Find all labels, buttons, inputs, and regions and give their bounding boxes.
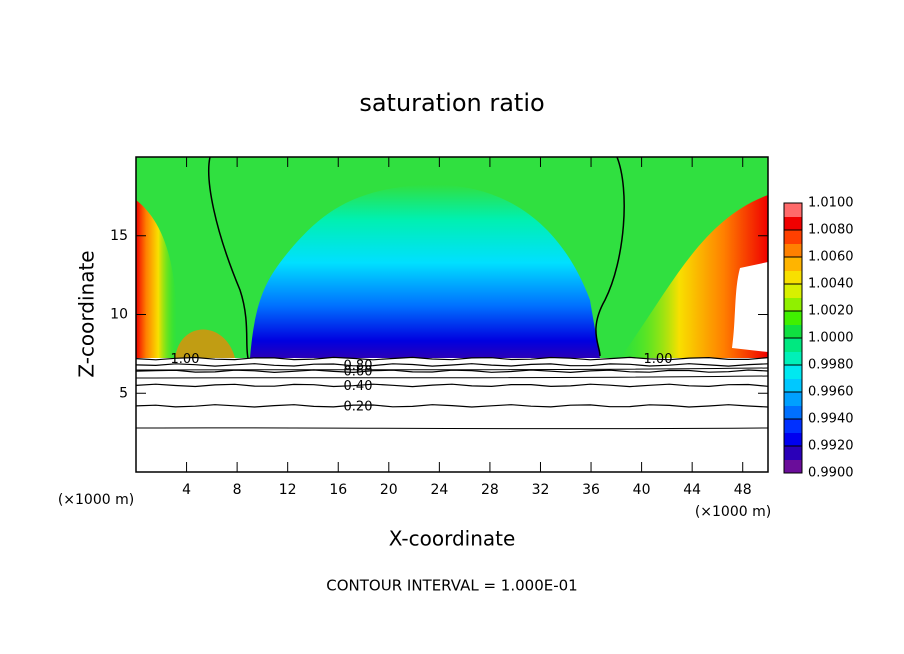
colorbar-swatch xyxy=(784,432,802,447)
x-tick-label: 32 xyxy=(532,482,550,498)
marks: 1.00 1.000.800.600.400.204 8 12 16 20 24 28 32 36… xyxy=(110,157,854,498)
x-tick-label: 48 xyxy=(734,482,752,498)
x-axis-label: X-coordinate xyxy=(389,527,516,551)
contour-line xyxy=(595,156,625,357)
plot-frame xyxy=(135,156,769,473)
y-tick-label: 15 xyxy=(110,228,128,244)
contour-label: 0.40 xyxy=(344,379,373,394)
x-tick-label: 8 xyxy=(233,482,242,498)
colorbar-tick-label: 1.0100 xyxy=(808,196,854,211)
colorbar-tick-label: 1.0080 xyxy=(808,223,854,238)
colorbar-swatch xyxy=(784,392,802,406)
field xyxy=(135,156,769,472)
colorbar-tick-label: 0.9980 xyxy=(808,358,854,373)
colorbar-swatch xyxy=(784,324,802,339)
contour-line xyxy=(135,369,769,374)
colorbar-swatch xyxy=(784,351,802,366)
field-high-right xyxy=(620,195,768,358)
colorbar-swatch xyxy=(784,257,802,271)
colorbar-tick-label: 0.9940 xyxy=(808,412,854,427)
contour-line xyxy=(135,404,769,408)
x-unit-label: (×1000 m) xyxy=(58,492,134,508)
contour-line xyxy=(135,363,769,367)
x-tick-label: 40 xyxy=(633,482,651,498)
x-tick-label: 20 xyxy=(380,482,398,498)
contour-label: 1.00 xyxy=(644,352,673,367)
colorbar-swatch xyxy=(784,446,802,460)
x-tick-label: 4 xyxy=(182,482,191,498)
contour-line xyxy=(135,356,769,361)
contour-line xyxy=(208,156,249,359)
colorbar-tick-label: 0.9900 xyxy=(808,466,854,481)
colorbar-tick-label: 1.0040 xyxy=(808,277,854,292)
x-tick-label: 16 xyxy=(329,482,347,498)
contour-label: 0.80 xyxy=(344,358,373,373)
x-tick-label: 36 xyxy=(582,482,600,498)
colorbar-swatch xyxy=(784,243,802,258)
colorbar-swatch xyxy=(784,216,802,231)
colorbar-swatch xyxy=(784,297,802,312)
colorbar-swatch xyxy=(784,230,802,244)
contour-line xyxy=(135,427,769,430)
colorbar-tick-label: 1.0060 xyxy=(808,250,854,265)
y-axis-label: Z-coordinate xyxy=(75,250,99,377)
contour-line xyxy=(135,383,769,388)
colorbar-tick-label: 1.0020 xyxy=(808,304,854,319)
x-tick-label: 12 xyxy=(279,482,297,498)
colorbar-swatch xyxy=(784,203,802,217)
footer-note: CONTOUR INTERVAL = 1.000E-01 xyxy=(326,577,577,595)
colorbar-swatch xyxy=(784,365,802,379)
colorbar-swatch xyxy=(784,338,802,352)
colorbar-swatch xyxy=(784,270,802,285)
contour-line xyxy=(135,367,769,371)
field-high-left2 xyxy=(175,329,235,358)
y-tick-label: 5 xyxy=(119,385,128,401)
colorbar-swatch xyxy=(784,419,802,433)
colorbar-swatch xyxy=(784,378,802,393)
colorbar-swatch xyxy=(784,284,802,298)
x-tick-label: 24 xyxy=(430,482,448,498)
colorbar-tick-label: 1.0000 xyxy=(808,331,854,346)
contour-label: 0.60 xyxy=(344,365,373,380)
contour-label: 0.20 xyxy=(344,399,373,414)
colorbar-tick-label: 0.9960 xyxy=(808,385,854,400)
field-missing xyxy=(732,262,768,352)
chart-title: saturation ratio xyxy=(359,89,544,117)
field-low xyxy=(250,184,600,358)
contour-line xyxy=(135,375,769,379)
colorbar-swatch xyxy=(784,459,802,474)
colorbar-swatch xyxy=(784,311,802,325)
x-tick-label: 44 xyxy=(683,482,701,498)
y-tick-label: 10 xyxy=(110,307,128,323)
field-below xyxy=(136,358,768,472)
colorbar-swatch xyxy=(784,405,802,420)
x-unit-label: (×1000 m) xyxy=(695,504,771,520)
x-tick-label: 28 xyxy=(481,482,499,498)
field-high-left xyxy=(136,200,177,358)
colorbar-tick-label: 0.9920 xyxy=(808,439,854,454)
